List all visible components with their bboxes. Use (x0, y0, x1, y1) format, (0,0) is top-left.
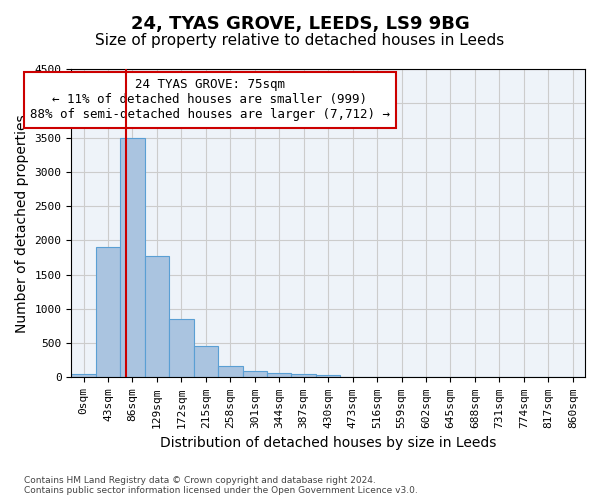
Y-axis label: Number of detached properties: Number of detached properties (15, 114, 29, 332)
Bar (242, 370, 267, 378)
Bar (120, 138, 145, 378)
Bar (292, 374, 316, 378)
Text: Contains HM Land Registry data © Crown copyright and database right 2024.
Contai: Contains HM Land Registry data © Crown c… (24, 476, 418, 495)
Bar (169, 319, 194, 378)
Text: 24 TYAS GROVE: 75sqm
← 11% of detached houses are smaller (999)
88% of semi-deta: 24 TYAS GROVE: 75sqm ← 11% of detached h… (30, 78, 390, 122)
Text: Size of property relative to detached houses in Leeds: Size of property relative to detached ho… (95, 32, 505, 48)
X-axis label: Distribution of detached houses by size in Leeds: Distribution of detached houses by size … (160, 436, 496, 450)
Bar (71, 374, 96, 378)
Bar (194, 346, 218, 378)
Bar (316, 374, 340, 378)
Text: 24, TYAS GROVE, LEEDS, LS9 9BG: 24, TYAS GROVE, LEEDS, LS9 9BG (131, 15, 469, 33)
Bar (218, 366, 242, 378)
Bar (96, 247, 120, 378)
Bar (267, 372, 292, 378)
Bar (145, 256, 169, 378)
